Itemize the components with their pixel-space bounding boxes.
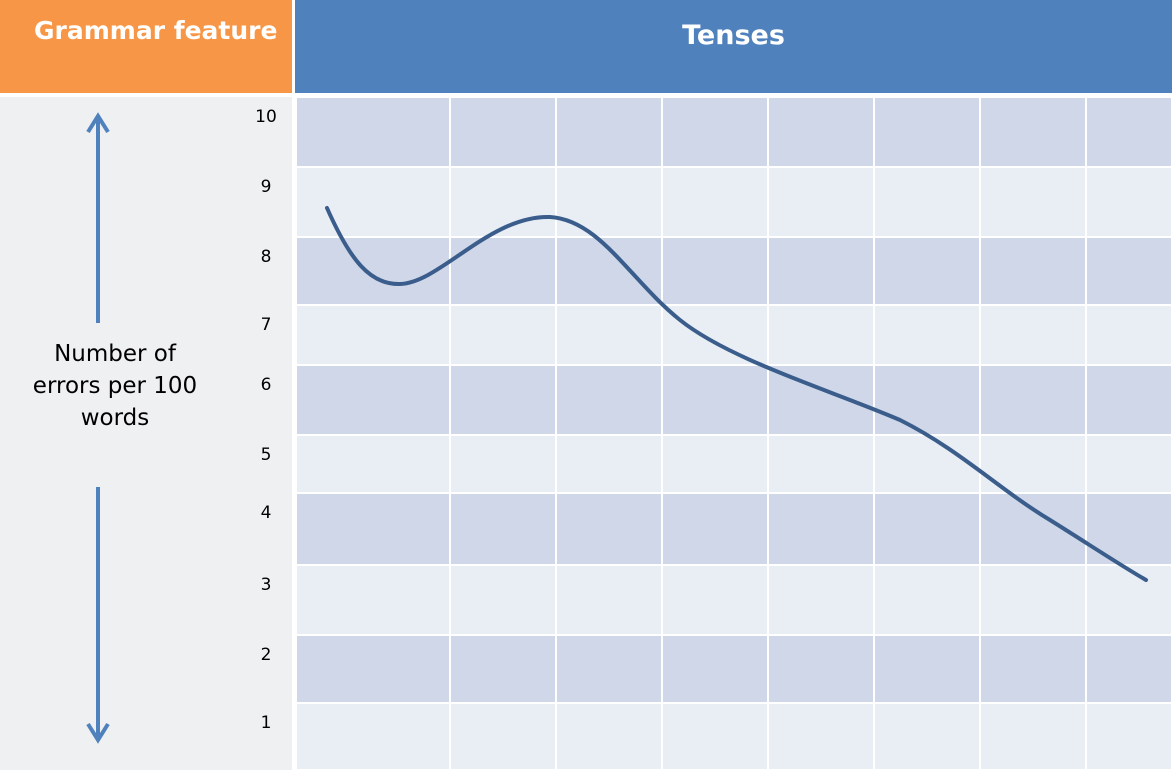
row-band	[295, 304, 1172, 366]
row-band	[295, 364, 1172, 436]
arrow-up-head	[86, 112, 110, 134]
row-band	[295, 702, 1172, 770]
row-label: 9	[260, 177, 272, 197]
row-band	[295, 492, 1172, 566]
row-label: 8	[260, 247, 272, 267]
row-label: 3	[260, 575, 272, 595]
row-label: 4	[260, 503, 272, 523]
row-band	[295, 166, 1172, 238]
row-label: 7	[260, 315, 272, 335]
arrows	[86, 112, 110, 744]
axis-label: Number of errors per 100 words	[32, 341, 198, 431]
column-lines	[449, 97, 1087, 770]
row-label: 2	[260, 645, 272, 665]
row-label: 10	[255, 107, 277, 127]
arrow-down-head	[86, 722, 110, 744]
row-band	[295, 434, 1172, 494]
trend-curve	[325, 206, 1148, 582]
header-feature: Grammar feature	[0, 0, 292, 93]
row-band	[295, 236, 1172, 306]
row-bands	[295, 96, 1172, 770]
row-label: 5	[260, 445, 272, 465]
row-label: 1	[260, 713, 272, 733]
row-band	[295, 634, 1172, 704]
row-label: 6	[260, 375, 272, 395]
row-band	[295, 564, 1172, 636]
row-band	[295, 96, 1172, 168]
header-topic: Tenses	[295, 0, 1172, 93]
